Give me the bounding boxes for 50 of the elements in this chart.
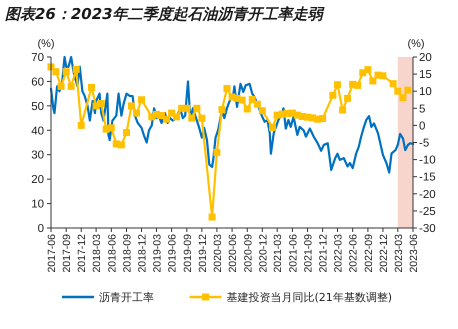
- x-tick-label: 2018-03: [91, 234, 104, 273]
- legend-label: 沥青开工率: [99, 291, 154, 304]
- y2-tick-label: 0: [419, 120, 426, 132]
- x-tick-label: 2021-06: [287, 234, 300, 273]
- y2-tick-label: -5: [419, 138, 430, 150]
- y2-axis-title: (%): [407, 38, 425, 50]
- x-tick-label: 2021-03: [272, 234, 284, 273]
- y-tick-label: 70: [31, 52, 44, 64]
- x-tick-label: 2018-06: [106, 234, 118, 273]
- x-tick-label: 2023-06: [408, 234, 420, 273]
- y-tick-label: 60: [31, 76, 44, 88]
- chart-title: 图表26：2023年二季度起石油沥青开工率走弱: [5, 5, 326, 23]
- y2-tick-label: -30: [419, 223, 436, 235]
- x-tick-label: 2017-12: [76, 234, 88, 273]
- y-tick-label: 40: [31, 125, 44, 138]
- x-tick-label: 2020-06: [227, 234, 240, 273]
- y-tick-label: 0: [38, 223, 44, 235]
- x-tick-label: 2017-09: [61, 234, 74, 273]
- y2-tick-label: -15: [419, 172, 436, 184]
- x-tick-label: 2020-03: [212, 234, 224, 273]
- x-tick-label: 2019-03: [151, 234, 164, 273]
- y2-tick-label: -25: [419, 206, 436, 218]
- line-series: [50, 56, 414, 174]
- legend-label: 基建投资当月同比(21年基数调整): [226, 291, 392, 304]
- x-tick-label: 2021-09: [302, 234, 315, 273]
- x-tick-label: 2017-06: [46, 234, 58, 273]
- x-tick-label: 2019-09: [182, 234, 194, 273]
- x-tick-label: 2022-03: [332, 234, 344, 273]
- y2-tick-label: 10: [419, 86, 432, 98]
- x-tick-label: 2021-12: [318, 234, 330, 273]
- y-tick-label: 30: [31, 150, 44, 162]
- x-tick-label: 2022-09: [362, 234, 375, 273]
- x-tick-label: 2022-12: [378, 234, 390, 273]
- x-tick-label: 2022-06: [348, 234, 360, 273]
- y-axis-title: (%): [37, 38, 55, 50]
- x-tick-label: 2018-09: [122, 234, 134, 273]
- y-tick-label: 50: [31, 100, 44, 113]
- y-tick-label: 10: [31, 198, 44, 211]
- x-tick-label: 2019-12: [196, 234, 209, 273]
- x-tick-label: 2023-03: [392, 234, 405, 273]
- y-tick-label: 20: [31, 174, 44, 186]
- y2-tick-label: 15: [419, 69, 432, 82]
- y2-tick-label: 5: [419, 103, 426, 116]
- x-tick-label: 2018-12: [136, 234, 149, 273]
- y2-tick-label: 20: [419, 52, 432, 64]
- x-tick-label: 2020-12: [257, 234, 270, 273]
- y2-tick-label: -10: [419, 154, 436, 167]
- x-tick-label: 2019-06: [166, 234, 179, 273]
- y2-tick-label: -20: [419, 188, 436, 201]
- x-tick-label: 2020-09: [242, 234, 254, 273]
